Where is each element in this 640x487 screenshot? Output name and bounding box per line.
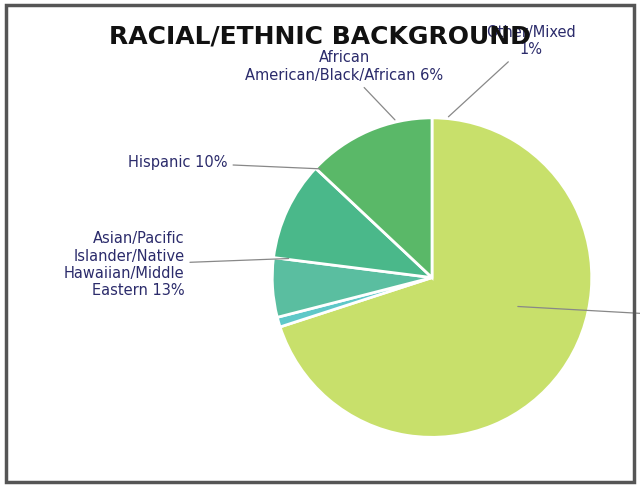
Wedge shape <box>277 278 432 327</box>
Wedge shape <box>280 118 592 437</box>
Text: Hispanic 10%: Hispanic 10% <box>128 155 321 170</box>
Text: Caucasian/White
/Anglo 70%: Caucasian/White /Anglo 70% <box>518 301 640 334</box>
Text: Asian/Pacific
Islander/Native
Hawaiian/Middle
Eastern 13%: Asian/Pacific Islander/Native Hawaiian/M… <box>64 231 289 299</box>
Wedge shape <box>316 118 432 278</box>
Wedge shape <box>272 258 432 318</box>
Text: RACIAL/ETHNIC BACKGROUND: RACIAL/ETHNIC BACKGROUND <box>109 24 531 48</box>
Text: Other/Mixed
1%: Other/Mixed 1% <box>449 25 576 117</box>
Wedge shape <box>273 168 432 278</box>
Text: African
American/Black/African 6%: African American/Black/African 6% <box>245 50 444 120</box>
